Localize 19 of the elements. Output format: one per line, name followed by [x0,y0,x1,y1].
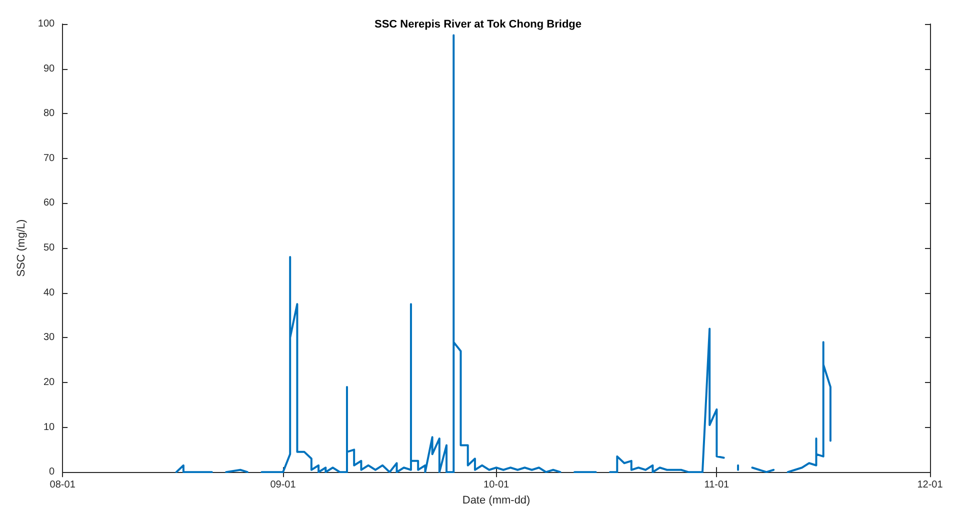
y-tick-label: 60 [43,198,56,209]
x-axis-title: Date (mm-dd) [462,494,530,506]
y-tick-label: 10 [43,422,56,433]
y-tick-label: 0 [49,466,56,478]
chart-title: SSC Nerepis River at Tok Chong Bridge [374,18,582,30]
y-tick-label: 90 [43,63,56,74]
y-tick-label: 20 [43,376,56,388]
y-tick-label: 50 [43,242,56,254]
y-tick-label: 100 [38,18,56,30]
x-tick-label: 10-01 [484,480,510,491]
y-tick-label: 70 [43,152,56,164]
x-tick-label: 11-01 [704,480,730,491]
x-tick-label: 08-01 [50,480,76,491]
y-tick-label: 30 [43,332,56,344]
x-tick-label: 12-01 [917,480,944,491]
y-axis-title: SSC (mg/L) [16,219,28,277]
x-tick-label: 09-01 [270,480,296,491]
y-tick-label: 40 [43,287,56,298]
y-tick-label: 80 [43,108,56,120]
